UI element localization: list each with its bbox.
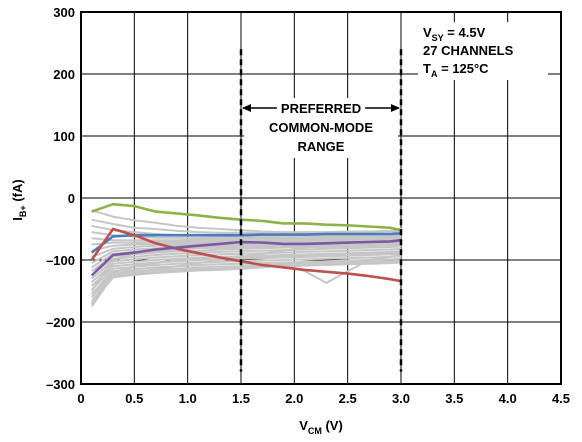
- series-line-highlight: [90, 232, 402, 254]
- x-tick-label: 0: [77, 391, 84, 406]
- x-tick-label: 0.5: [125, 391, 143, 406]
- x-tick-label: 2.5: [339, 391, 357, 406]
- range-annotation-line2: COMMON-MODE: [269, 120, 373, 135]
- series-line-gray: [91, 245, 402, 276]
- y-tick-label: –100: [46, 253, 75, 268]
- series-line-gray: [90, 226, 402, 308]
- y-tick-label: 100: [53, 129, 75, 144]
- range-annotation-line1: PREFERRED: [281, 101, 361, 116]
- series-line-gray: [90, 251, 402, 306]
- y-tick-label: 300: [53, 5, 75, 20]
- range-arrow-left-head: [242, 104, 251, 112]
- condition-ta: TA = 125°C: [423, 61, 489, 79]
- conditions-legend: VSY = 4.5V 27 CHANNELS TA = 125°C: [418, 22, 548, 80]
- x-tick-label: 4.5: [552, 391, 570, 406]
- y-tick-label: –300: [46, 377, 75, 392]
- y-tick-label: –200: [46, 315, 75, 330]
- series-line-highlight: [90, 227, 402, 283]
- highlight-series-group: [90, 202, 402, 283]
- condition-channels: 27 CHANNELS: [423, 43, 514, 58]
- x-tick-label: 3.5: [445, 391, 463, 406]
- condition-vsy: VSY = 4.5V: [423, 25, 486, 43]
- series-line-gray: [91, 252, 402, 287]
- x-tick-label: 4.0: [499, 391, 517, 406]
- series-line-highlight: [90, 238, 402, 277]
- plot-frame: [80, 11, 562, 385]
- preferred-range-lines: [239, 49, 403, 372]
- x-tick-label: 2.0: [285, 391, 303, 406]
- series-line-gray: [91, 247, 402, 280]
- y-tick-labels: –300 –200 –100 0 100 200 300: [46, 5, 75, 392]
- series-line-gray: [90, 255, 402, 291]
- y-tick-label: 200: [53, 67, 75, 82]
- range-arrow-right-head: [391, 104, 400, 112]
- series-line-gray: [91, 244, 401, 273]
- x-tick-label: 3.0: [392, 391, 410, 406]
- range-annotation-line3: RANGE: [298, 139, 345, 154]
- range-annotation: PREFERRED COMMON-MODE RANGE: [242, 98, 400, 158]
- y-axis-title: IB+ (fA): [10, 179, 28, 220]
- y-tick-label: 0: [68, 191, 75, 206]
- x-tick-label: 1.0: [179, 391, 197, 406]
- x-axis-title: VCM (V): [299, 418, 343, 436]
- series-line-gray: [91, 218, 402, 235]
- series-line-highlight: [91, 202, 402, 232]
- x-tick-label: 1.5: [232, 391, 250, 406]
- series-line-gray: [90, 254, 402, 305]
- series-line-gray: [91, 231, 402, 239]
- conditions-background: [418, 22, 548, 80]
- x-tick-labels: 0 0.5 1.0 1.5 2.0 2.5 3.0 3.5 4.0 4.5: [77, 391, 570, 406]
